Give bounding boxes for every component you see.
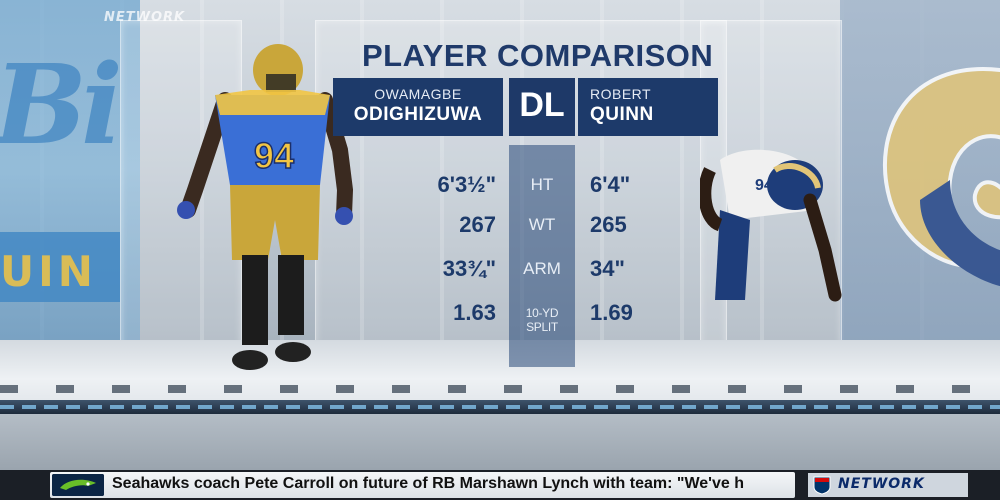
svg-text:94: 94	[254, 135, 294, 176]
stat-row-split: 1.63 10-YD SPLIT 1.69	[340, 300, 740, 334]
left-player-first-name: OWAMAGBE	[374, 86, 462, 102]
stat-label: WT	[528, 215, 556, 234]
glass-panel-left	[120, 20, 242, 352]
nfl-shield-icon	[813, 476, 831, 495]
stat-row-arm: 33¾" ARM 34"	[340, 256, 740, 286]
rams-horn-logo	[883, 67, 1000, 287]
broadcast-stage: Bi UIN NETWORK 94	[0, 0, 1000, 470]
left-stat-value: 6'3½"	[437, 172, 496, 197]
right-stat-value: 1.69	[590, 300, 633, 325]
stat-label: ARM	[523, 259, 561, 278]
stat-row-height: 6'3½" HT 6'4"	[340, 172, 740, 202]
ucla-band-lettering: UIN	[0, 247, 97, 296]
right-player-first-name: ROBERT	[590, 86, 652, 102]
right-player-header: ROBERT QUINN	[578, 78, 718, 136]
floor-markings	[0, 385, 1000, 393]
right-stat-value: 34"	[590, 256, 625, 281]
seahawks-logo-icon	[52, 474, 104, 496]
stat-row-weight: 267 WT 265	[340, 212, 740, 242]
graphic-title: PLAYER COMPARISON	[362, 38, 714, 73]
position-label: DL	[519, 86, 565, 124]
stat-label: 10-YD SPLIT	[525, 306, 559, 334]
ucla-band	[0, 232, 120, 302]
stat-label-column	[509, 145, 575, 367]
left-stat-value: 267	[459, 212, 496, 237]
right-player-last-name: QUINN	[590, 104, 654, 125]
network-logo-text: NETWORK	[838, 476, 925, 492]
right-stat-value: 6'4"	[590, 172, 631, 197]
left-player-header: OWAMAGBE ODIGHIZUWA	[333, 78, 503, 136]
player-odighizuwa-image: 94	[177, 44, 354, 370]
floor-base	[0, 414, 1000, 470]
ticker-headline: Seahawks coach Pete Carroll on future of…	[112, 475, 744, 492]
ucla-script-logo: Bi	[0, 40, 123, 169]
position-header: DL	[509, 78, 575, 136]
network-logo-box	[808, 473, 968, 497]
left-stat-value: 33¾"	[442, 256, 496, 281]
right-stat-value: 265	[590, 212, 627, 237]
left-stat-value: 1.63	[453, 300, 496, 325]
news-ticker: Seahawks coach Pete Carroll on future of…	[0, 470, 1000, 500]
stat-label: HT	[530, 175, 554, 194]
network-watermark: NETWORK	[104, 10, 186, 25]
player-quinn-image: 94	[700, 149, 842, 302]
floor-led-lights	[0, 405, 1000, 409]
ticker-bar	[50, 472, 795, 498]
left-player-last-name: ODIGHIZUWA	[353, 104, 483, 125]
